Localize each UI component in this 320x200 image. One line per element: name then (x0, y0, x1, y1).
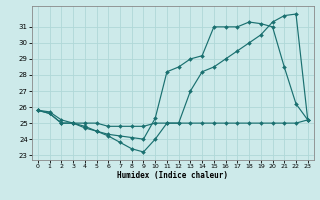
X-axis label: Humidex (Indice chaleur): Humidex (Indice chaleur) (117, 171, 228, 180)
